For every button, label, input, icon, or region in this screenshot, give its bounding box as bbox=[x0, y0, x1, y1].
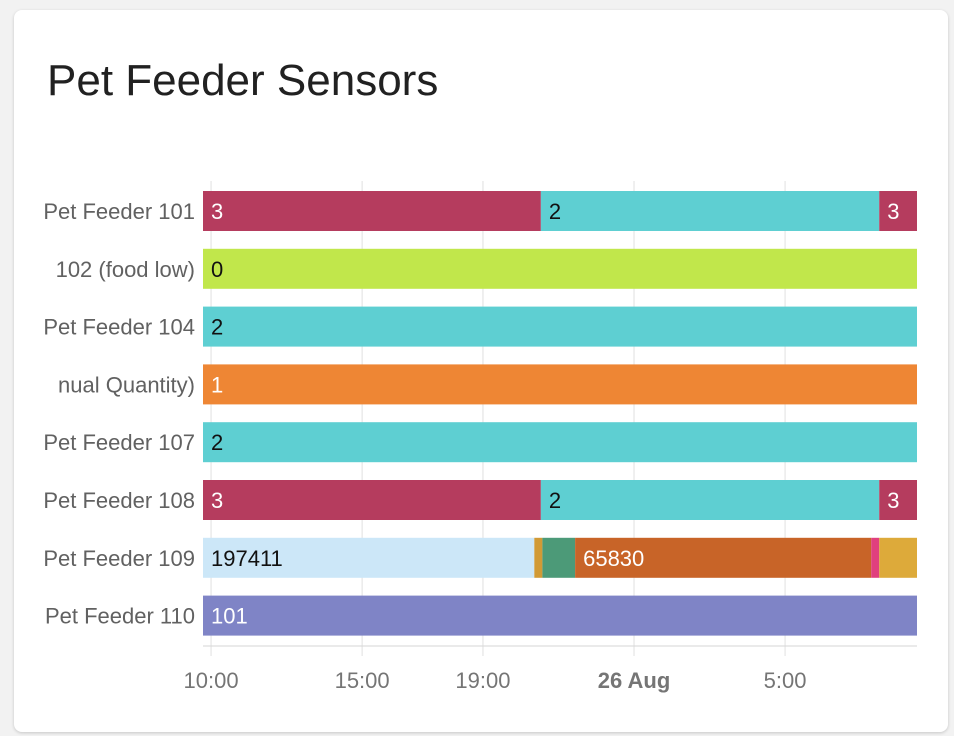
x-tick-label: 10:00 bbox=[184, 668, 239, 693]
timeline-row: Pet Feeder 110 101 bbox=[45, 595, 917, 636]
timeline-segment bbox=[203, 422, 917, 463]
row-label: Pet Feeder 109 bbox=[43, 546, 195, 571]
timeline-segment bbox=[879, 191, 917, 231]
segment-value-label: 3 bbox=[887, 488, 899, 513]
segment-value-label: 101 bbox=[211, 604, 248, 629]
segment-value-label: 2 bbox=[549, 199, 561, 224]
timeline-row: 102 (food low) 0 bbox=[56, 248, 917, 289]
timeline-segment bbox=[203, 306, 917, 347]
x-tick-label: 26 Aug bbox=[598, 668, 671, 693]
row-label: nual Quantity) bbox=[58, 372, 195, 397]
timeline-row: Pet Feeder 101 3 2 3 bbox=[43, 191, 917, 231]
segment-value-label: 2 bbox=[549, 488, 561, 513]
timeline-segment bbox=[203, 480, 541, 520]
timeline-segment bbox=[203, 191, 541, 231]
timeline-row: Pet Feeder 107 2 bbox=[43, 422, 917, 463]
timeline-segment bbox=[203, 248, 917, 289]
row-label: Pet Feeder 108 bbox=[43, 488, 195, 513]
segment-value-label: 3 bbox=[211, 199, 223, 224]
segment-value-label: 2 bbox=[211, 430, 223, 455]
timeline-segment bbox=[540, 480, 880, 520]
timeline-segment bbox=[879, 537, 917, 578]
x-tick-label: 15:00 bbox=[335, 668, 390, 693]
segment-value-label: 0 bbox=[211, 257, 223, 282]
x-tick-label: 5:00 bbox=[764, 668, 807, 693]
x-tick-label: 19:00 bbox=[455, 668, 510, 693]
row-label: Pet Feeder 110 bbox=[45, 604, 195, 629]
row-label: 102 (food low) bbox=[56, 257, 195, 282]
timeline-row: Pet Feeder 108 3 2 3 bbox=[43, 480, 917, 520]
timeline-segment bbox=[534, 537, 543, 578]
segment-value-label: 3 bbox=[887, 199, 899, 224]
card-title: Pet Feeder Sensors bbox=[47, 56, 439, 105]
timeline-segment bbox=[575, 537, 872, 578]
timeline-row: Pet Feeder 104 2 bbox=[43, 306, 917, 347]
timeline-segment bbox=[203, 364, 917, 405]
timeline-segment bbox=[871, 537, 880, 578]
row-label: Pet Feeder 101 bbox=[43, 199, 195, 224]
timeline-segment bbox=[542, 537, 576, 578]
timeline-segment bbox=[879, 480, 917, 520]
timeline-segment bbox=[203, 537, 535, 578]
segment-value-label: 197411 bbox=[211, 546, 283, 571]
timeline-row: Pet Feeder 109 197411 65830 bbox=[43, 537, 917, 578]
segment-value-label: 3 bbox=[211, 488, 223, 513]
segment-value-label: 65830 bbox=[583, 546, 644, 571]
segment-value-label: 2 bbox=[211, 315, 223, 340]
timeline-segment bbox=[203, 595, 917, 636]
timeline-segment bbox=[540, 191, 880, 231]
timeline-row: nual Quantity) 1 bbox=[58, 364, 917, 405]
row-label: Pet Feeder 107 bbox=[43, 430, 195, 455]
row-label: Pet Feeder 104 bbox=[43, 315, 195, 340]
segment-value-label: 1 bbox=[211, 372, 223, 397]
